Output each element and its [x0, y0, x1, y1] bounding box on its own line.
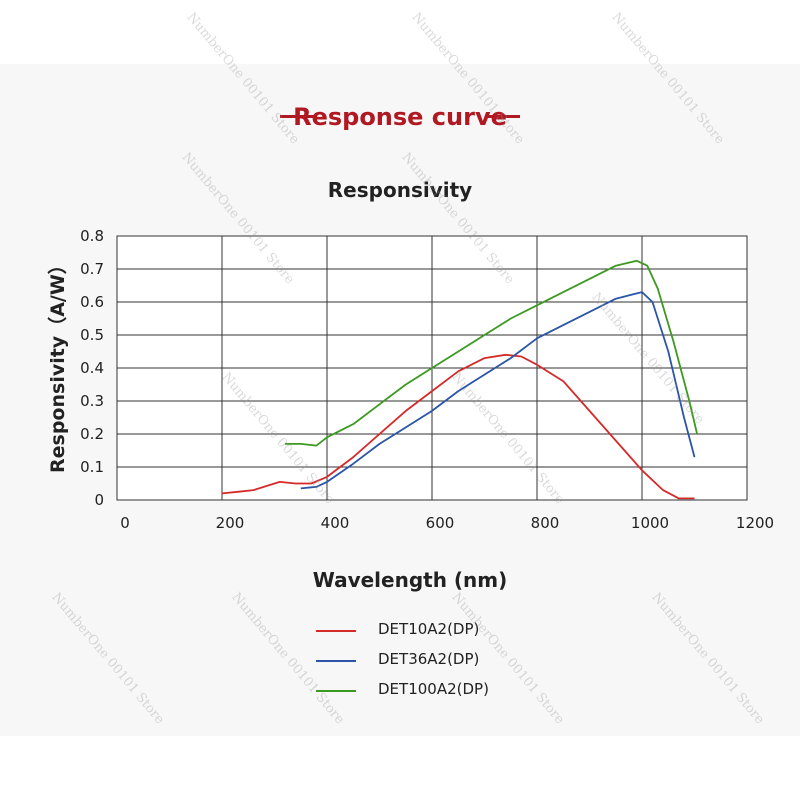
legend-swatch [316, 690, 356, 692]
legend-item: DET10A2(DP) [316, 618, 576, 648]
x-tick-label: 400 [321, 514, 350, 532]
y-tick-label: 0.8 [80, 227, 104, 245]
x-tick-label: 1000 [631, 514, 669, 532]
section-banner: Response curve [280, 100, 520, 134]
x-tick-label: 600 [426, 514, 455, 532]
y-tick-label: 0.6 [80, 293, 104, 311]
legend-item: DET36A2(DP) [316, 648, 576, 678]
banner-rule-left [280, 115, 314, 118]
legend-label: DET10A2(DP) [378, 620, 480, 638]
legend-label: DET100A2(DP) [378, 680, 489, 698]
y-axis-label: Responsivity（A/W） [47, 255, 69, 473]
y-tick-label: 0.5 [80, 326, 104, 344]
y-tick-label: 0.4 [80, 359, 104, 377]
y-tick-label: 0.7 [80, 260, 104, 278]
legend-label: DET36A2(DP) [378, 650, 480, 668]
legend-swatch [316, 660, 356, 662]
x-axis-label: Wavelength (nm) [312, 568, 508, 592]
y-tick-label: 0.2 [80, 425, 104, 443]
series-line-det36a2-dp [300, 291, 696, 490]
banner-rule-right [486, 115, 520, 118]
x-tick-label: 200 [216, 514, 245, 532]
y-tick-label: 0.1 [80, 458, 104, 476]
y-tick-label: 0.3 [80, 392, 104, 410]
y-tick-label: 0 [94, 491, 104, 509]
banner-title: Response curve [293, 103, 507, 131]
chart-title: Responsivity [327, 178, 473, 202]
x-tick-label: 800 [531, 514, 560, 532]
chart-legend: DET10A2(DP) DET36A2(DP) DET100A2(DP) [316, 618, 576, 708]
series-line-det100a2-dp [285, 259, 698, 447]
legend-swatch [316, 630, 356, 632]
series-line-det10a2-dp [221, 353, 695, 500]
legend-item: DET100A2(DP) [316, 678, 576, 708]
x-tick-label: 0 [120, 514, 130, 532]
x-tick-label: 1200 [736, 514, 774, 532]
